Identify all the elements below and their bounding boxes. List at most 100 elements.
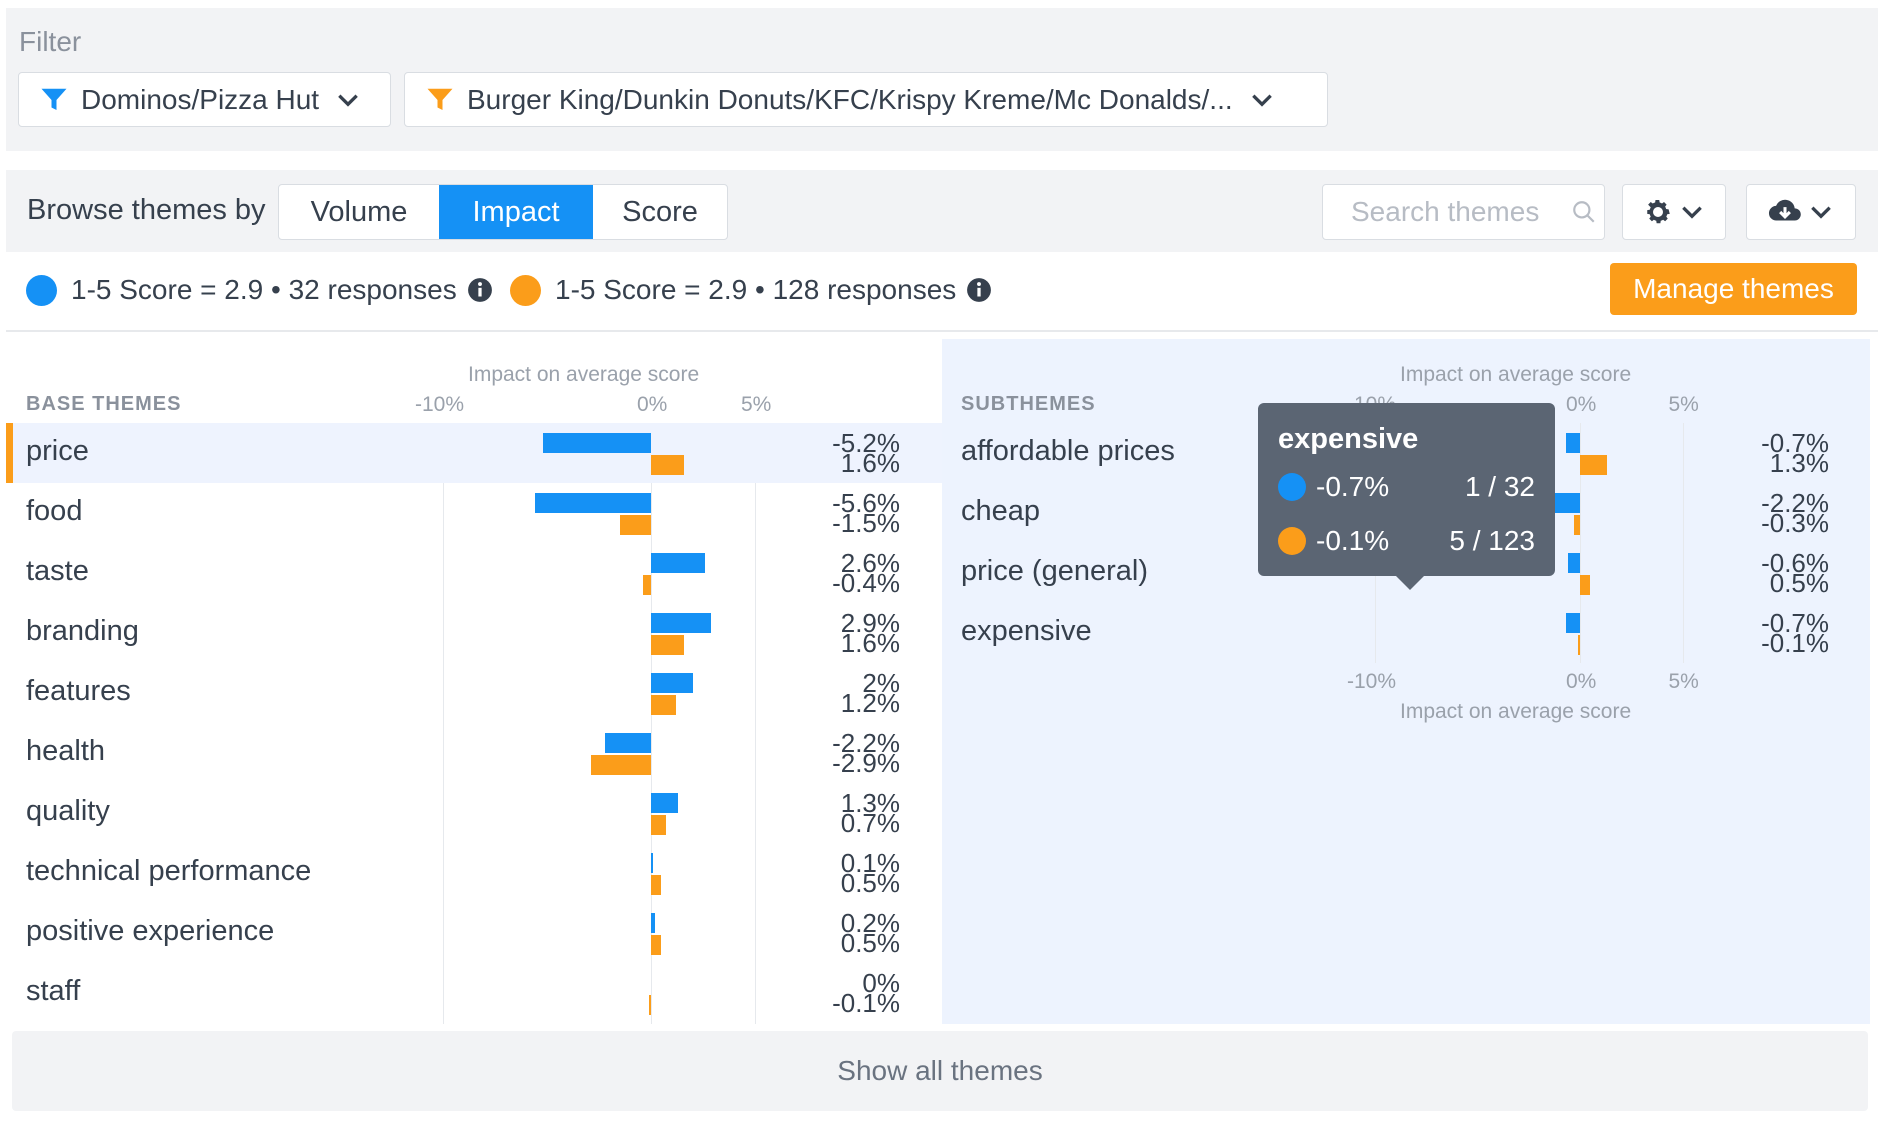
- filter-pill-label: Burger King/Dunkin Donuts/KFC/Krispy Kre…: [467, 83, 1233, 115]
- base-themes-header: BASE THEMES: [26, 393, 182, 415]
- value-label-blue: -2.2%: [1761, 488, 1829, 518]
- axis-title: Impact on average score: [1400, 363, 1632, 386]
- bar-orange[interactable]: [1580, 575, 1591, 595]
- bar-orange[interactable]: [651, 815, 666, 835]
- theme-row-label[interactable]: food: [26, 495, 83, 527]
- bar-orange[interactable]: [590, 755, 651, 775]
- bar-orange[interactable]: [1580, 455, 1607, 475]
- value-label-blue: 1.3%: [840, 788, 900, 818]
- bar-blue[interactable]: [651, 913, 656, 933]
- value-label-blue: 2.9%: [840, 608, 900, 638]
- search-themes-box: [1322, 184, 1605, 240]
- theme-row-label[interactable]: price: [26, 435, 89, 467]
- value-label-blue: 0.1%: [840, 848, 900, 878]
- filter-pill-primary[interactable]: Dominos/Pizza Hut: [18, 72, 391, 127]
- bar-blue[interactable]: [1565, 613, 1580, 633]
- axis-tick-bottom: 0%: [1566, 670, 1597, 693]
- axis-tick: 5%: [1668, 393, 1699, 416]
- axis-title: Impact on average score: [468, 363, 700, 386]
- axis-tick: 5%: [741, 393, 772, 416]
- bar-orange[interactable]: [642, 575, 651, 595]
- gridline: [443, 423, 444, 1024]
- theme-row-label[interactable]: affordable prices: [961, 435, 1175, 467]
- gear-icon: [1647, 200, 1670, 224]
- bar-orange[interactable]: [651, 875, 662, 895]
- theme-row-label[interactable]: taste: [26, 555, 89, 587]
- bar-blue[interactable]: [1567, 553, 1580, 573]
- download-button[interactable]: [1746, 184, 1856, 240]
- bar-orange[interactable]: [651, 635, 685, 655]
- theme-row-label[interactable]: branding: [26, 615, 139, 647]
- filter-title: Filter: [19, 26, 82, 57]
- tooltip-value: -0.1%: [1316, 525, 1390, 556]
- info-icon[interactable]: [966, 277, 992, 303]
- bar-orange[interactable]: [651, 935, 662, 955]
- theme-row-label[interactable]: technical performance: [26, 855, 312, 887]
- bar-orange[interactable]: [651, 455, 685, 475]
- value-label-orange: 1.3%: [1769, 448, 1829, 478]
- value-label-orange: 0.5%: [840, 928, 900, 958]
- cloud-download-icon: [1768, 199, 1801, 221]
- bar-orange[interactable]: [651, 695, 676, 715]
- orange-dot: [1278, 527, 1306, 555]
- bar-blue[interactable]: [542, 433, 651, 453]
- value-label-orange: -2.9%: [832, 748, 900, 778]
- value-label-orange: 1.2%: [840, 688, 900, 718]
- bar-orange[interactable]: [648, 995, 651, 1015]
- theme-row-label[interactable]: positive experience: [26, 915, 275, 947]
- theme-row-label[interactable]: health: [26, 735, 106, 767]
- theme-row-label[interactable]: expensive: [961, 615, 1092, 647]
- bar-blue[interactable]: [651, 613, 712, 633]
- tooltip-fraction: 5 / 123: [1449, 525, 1535, 556]
- gridline: [651, 423, 652, 1024]
- info-icon[interactable]: [467, 277, 493, 303]
- tooltip: expensive -0.7% 1 / 32 -0.1% 5 / 123: [1258, 403, 1555, 590]
- tooltip-row: -0.1% 5 / 123: [1278, 525, 1535, 557]
- bar-blue[interactable]: [1565, 433, 1580, 453]
- value-label-orange: 1.6%: [840, 628, 900, 658]
- value-label-orange: -1.5%: [832, 508, 900, 538]
- value-label-blue: -0.6%: [1761, 548, 1829, 578]
- tooltip-arrow: [1396, 576, 1424, 590]
- toolbar: Browse themes by Volume Impact Score: [6, 170, 1878, 252]
- blue-dot: [26, 274, 57, 306]
- manage-themes-button[interactable]: Manage themes: [1610, 263, 1857, 315]
- subthemes-header: SUBTHEMES: [961, 393, 1096, 415]
- value-label-blue: -0.7%: [1761, 428, 1829, 458]
- theme-row-label[interactable]: staff: [26, 975, 81, 1007]
- funnel-icon: [427, 88, 453, 110]
- filter-pill-comparison[interactable]: Burger King/Dunkin Donuts/KFC/Krispy Kre…: [404, 72, 1328, 127]
- bar-blue[interactable]: [651, 673, 693, 693]
- value-label-blue: -0.7%: [1761, 608, 1829, 638]
- axis-tick: 0%: [637, 393, 668, 416]
- theme-row-label[interactable]: features: [26, 675, 131, 707]
- value-label-orange: -0.1%: [1761, 628, 1829, 658]
- bar-orange[interactable]: [1573, 515, 1580, 535]
- gridline: [1580, 423, 1581, 663]
- search-input[interactable]: [1351, 196, 1571, 228]
- tooltip-title: expensive: [1278, 423, 1419, 455]
- settings-button[interactable]: [1622, 184, 1726, 240]
- tab-volume[interactable]: Volume: [310, 196, 408, 228]
- bar-blue[interactable]: [605, 733, 651, 753]
- orange-dot: [510, 274, 541, 306]
- tooltip-value: -0.7%: [1316, 471, 1390, 502]
- theme-row-label[interactable]: quality: [26, 795, 110, 827]
- bar-blue[interactable]: [651, 553, 706, 573]
- value-label-blue: -5.2%: [832, 428, 900, 458]
- show-all-themes-button[interactable]: Show all themes: [12, 1031, 1868, 1111]
- bar-blue[interactable]: [651, 793, 679, 813]
- axis-title-bottom: Impact on average score: [1400, 700, 1632, 723]
- bar-blue[interactable]: [651, 853, 654, 873]
- value-label-blue: 0%: [862, 968, 900, 998]
- tab-score[interactable]: Score: [622, 196, 698, 228]
- theme-row-label[interactable]: cheap: [961, 495, 1041, 527]
- bar-orange[interactable]: [619, 515, 651, 535]
- legend-row: 1-5 Score = 2.9 • 32 responses 1-5 Score…: [6, 252, 1878, 332]
- bar-blue[interactable]: [534, 493, 651, 513]
- legend-text: 1-5 Score = 2.9 • 128 responses: [555, 274, 957, 305]
- tab-impact[interactable]: Impact: [439, 185, 593, 239]
- bar-orange[interactable]: [1577, 635, 1580, 655]
- legend-text: 1-5 Score = 2.9 • 32 responses: [71, 274, 457, 305]
- theme-row-label[interactable]: price (general): [961, 555, 1148, 587]
